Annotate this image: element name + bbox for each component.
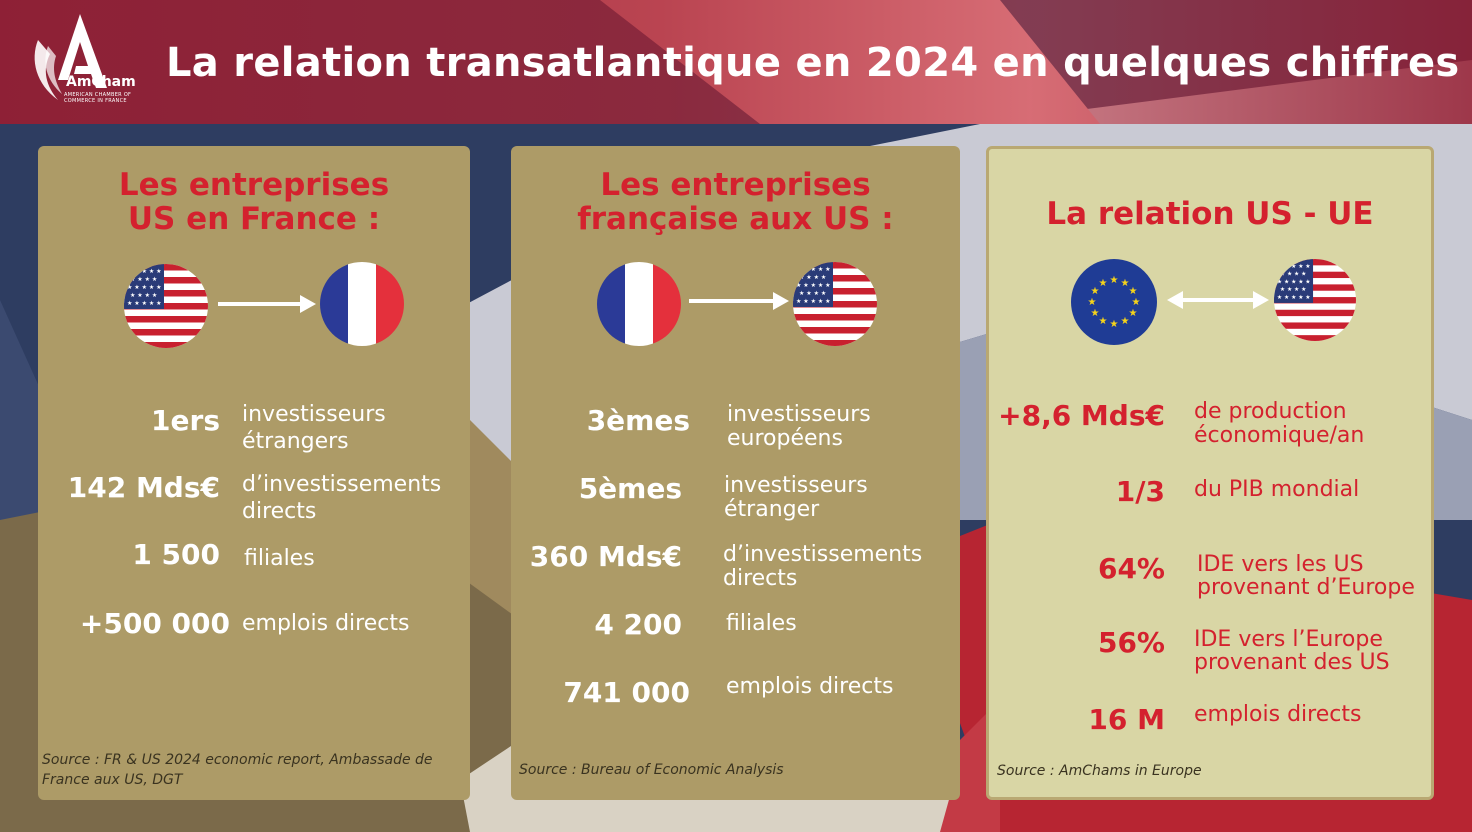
svg-text:★: ★: [1121, 278, 1130, 289]
france-flag-icon: [597, 262, 681, 346]
stat-label: du PIB mondial: [1194, 477, 1360, 502]
svg-text:★ ★ ★ ★ ★: ★ ★ ★ ★ ★: [127, 300, 162, 307]
panel-title-line1: Les entreprises: [118, 167, 390, 203]
stat-value: 64%: [1097, 552, 1165, 585]
svg-text:★: ★: [1088, 297, 1097, 308]
stat-label: investisseurs: [727, 402, 871, 427]
stat-value: +500 000: [79, 607, 230, 640]
svg-text:★ ★ ★ ★ ★: ★ ★ ★ ★ ★: [1277, 294, 1311, 301]
page-title: La relation transatlantique en 2024 en q…: [166, 40, 1460, 86]
svg-text:★: ★: [1091, 286, 1100, 297]
svg-text:★ ★ ★ ★ ★: ★ ★ ★ ★ ★: [1277, 278, 1311, 285]
panel-title-line2: US en France :: [127, 201, 381, 237]
panel-french-in-us: Les entreprises française aux US : ★ ★ ★…: [511, 146, 960, 800]
svg-text:★ ★ ★ ★: ★ ★ ★ ★: [130, 292, 157, 299]
svg-text:★: ★: [1091, 308, 1100, 319]
stat-value: 5èmes: [578, 472, 682, 505]
source-note: Source : FR & US 2024 economic report, A…: [42, 752, 433, 768]
arrow-left-icon: [1167, 291, 1183, 309]
stat-label-2: étranger: [724, 497, 820, 522]
stat-label-2: étrangers: [242, 429, 349, 454]
stat-value: +8,6 Mds€: [998, 399, 1165, 432]
us-flag-icon: ★ ★ ★ ★ ★ ★ ★ ★ ★ ★ ★ ★ ★ ★ ★ ★ ★ ★ ★ ★ ★ …: [793, 262, 877, 346]
arrow-line: [689, 299, 777, 303]
arrow-line: [1179, 298, 1257, 302]
eu-flag-icon: ★ ★ ★ ★ ★ ★ ★ ★ ★ ★ ★ ★: [1071, 259, 1157, 345]
stat-value: 1/3: [1115, 475, 1165, 508]
svg-text:★: ★: [1099, 316, 1108, 327]
stat-value: 4 200: [594, 608, 682, 641]
svg-text:★: ★: [1110, 275, 1119, 286]
stat-label-2: européens: [727, 426, 843, 451]
source-note-2: France aux US, DGT: [42, 772, 183, 788]
svg-text:★ ★ ★ ★: ★ ★ ★ ★: [1280, 286, 1307, 293]
stat-value: 16 M: [1088, 703, 1165, 736]
svg-text:★ ★ ★ ★: ★ ★ ★ ★: [130, 276, 157, 283]
svg-text:★ ★ ★ ★: ★ ★ ★ ★: [1280, 271, 1307, 278]
panel-title-line1: Les entreprises: [600, 167, 871, 203]
svg-text:★: ★: [1129, 286, 1138, 297]
svg-text:★ ★ ★ ★ ★: ★ ★ ★ ★ ★: [127, 284, 162, 291]
us-flag-icon: ★ ★ ★ ★ ★ ★ ★ ★ ★ ★ ★ ★ ★ ★ ★ ★ ★ ★ ★ ★ ★ …: [1274, 259, 1356, 341]
arrow-right-icon: [1253, 291, 1269, 309]
svg-text:★ ★ ★ ★ ★: ★ ★ ★ ★ ★: [1277, 263, 1311, 270]
stat-label-2: directs: [723, 566, 798, 591]
svg-text:★: ★: [1121, 316, 1130, 327]
stat-label: investisseurs: [242, 402, 386, 427]
stat-label: IDE vers les US: [1197, 552, 1364, 577]
us-flag-icon: ★ ★ ★ ★ ★ ★ ★ ★ ★ ★ ★ ★ ★ ★ ★ ★ ★ ★ ★ ★ ★ …: [124, 264, 208, 348]
source-note: Source : AmChams in Europe: [997, 763, 1202, 779]
stat-label-2: économique/an: [1194, 423, 1365, 448]
amcham-logo-icon: [34, 14, 107, 100]
svg-text:★ ★ ★ ★: ★ ★ ★ ★: [799, 290, 826, 297]
stat-label-2: directs: [242, 499, 317, 524]
logo-text: AmCham: [66, 74, 136, 90]
france-flag-icon: [320, 262, 404, 346]
stat-label: de production: [1194, 399, 1347, 424]
svg-text:★: ★: [1099, 278, 1108, 289]
svg-text:★ ★ ★ ★ ★: ★ ★ ★ ★ ★: [796, 298, 831, 305]
stat-label: filiales: [244, 546, 315, 571]
stat-label: emplois directs: [242, 611, 410, 636]
panel-title: La relation US - UE: [1046, 196, 1374, 232]
svg-text:★ ★ ★ ★ ★: ★ ★ ★ ★ ★: [127, 268, 162, 275]
stat-value: 360 Mds€: [529, 540, 682, 573]
svg-text:★ ★ ★ ★ ★: ★ ★ ★ ★ ★: [796, 282, 831, 289]
svg-text:★: ★: [1110, 319, 1119, 330]
stat-value: 741 000: [563, 676, 690, 709]
svg-text:★ ★ ★ ★ ★: ★ ★ ★ ★ ★: [796, 266, 831, 273]
logo-subtitle: AMERICAN CHAMBER OF COMMERCE IN FRANCE: [64, 92, 132, 104]
stat-label: emplois directs: [726, 674, 894, 699]
stat-label: investisseurs: [724, 473, 868, 498]
stat-label: d’investissements: [723, 542, 923, 567]
panel-us-in-france: Les entreprises US en France : ★ ★ ★ ★ ★…: [38, 146, 470, 800]
stat-value: 1 500: [132, 538, 220, 571]
stat-label-2: provenant des US: [1194, 650, 1390, 675]
stat-label: filiales: [726, 611, 797, 636]
source-note: Source : Bureau of Economic Analysis: [519, 762, 784, 778]
stat-label: emplois directs: [1194, 702, 1362, 727]
stat-value: 1ers: [151, 404, 220, 437]
stat-label: d’investissements: [242, 472, 442, 497]
svg-text:★: ★: [1132, 297, 1141, 308]
arrow-right-icon: [773, 292, 789, 310]
stat-value: 142 Mds€: [67, 471, 220, 504]
stat-label: IDE vers l’Europe: [1194, 627, 1383, 652]
svg-text:★ ★ ★ ★: ★ ★ ★ ★: [799, 274, 826, 281]
stat-label-2: provenant d’Europe: [1197, 575, 1415, 600]
panel-us-eu-relation: La relation US - UE ★ ★ ★ ★ ★ ★ ★ ★ ★ ★ ★ ★: [986, 146, 1434, 800]
panel-title-line2: française aux US :: [577, 201, 894, 237]
svg-text:★: ★: [1129, 308, 1138, 319]
stat-value: 56%: [1097, 626, 1165, 659]
header-banner: [0, 0, 1472, 124]
arrow-line: [218, 302, 304, 306]
stat-value: 3èmes: [586, 404, 690, 437]
arrow-right-icon: [300, 295, 316, 313]
